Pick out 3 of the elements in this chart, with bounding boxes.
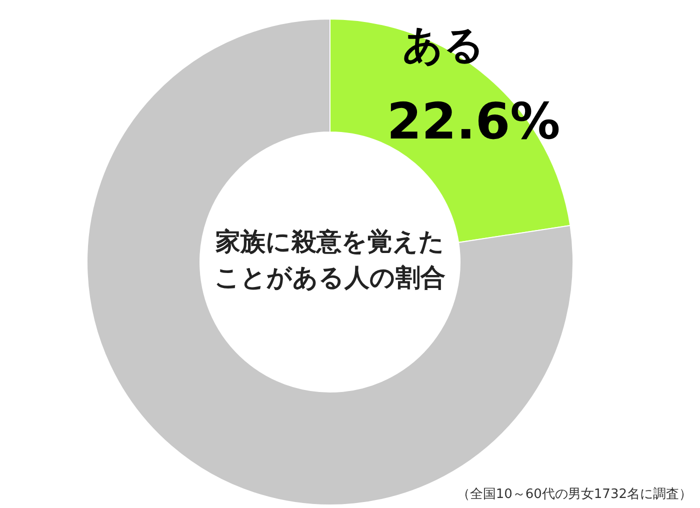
- text: （全国10～60代の男女1732名に調査）: [456, 487, 692, 502]
- slice-label: ある: [402, 22, 485, 68]
- text: 家族に殺意を覚えたことがある人の割合: [214, 227, 446, 292]
